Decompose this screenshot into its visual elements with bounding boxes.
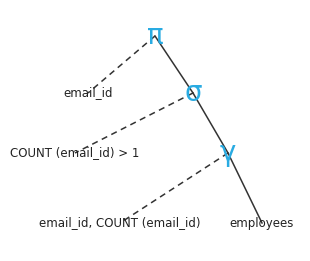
- Text: γ: γ: [220, 139, 236, 167]
- Text: employees: employees: [230, 217, 294, 229]
- Text: σ: σ: [184, 79, 202, 107]
- Text: email_id, COUNT (email_id): email_id, COUNT (email_id): [39, 217, 201, 229]
- Text: email_id: email_id: [63, 86, 113, 99]
- Text: π: π: [147, 22, 163, 50]
- Text: COUNT (email_id) > 1: COUNT (email_id) > 1: [10, 146, 140, 159]
